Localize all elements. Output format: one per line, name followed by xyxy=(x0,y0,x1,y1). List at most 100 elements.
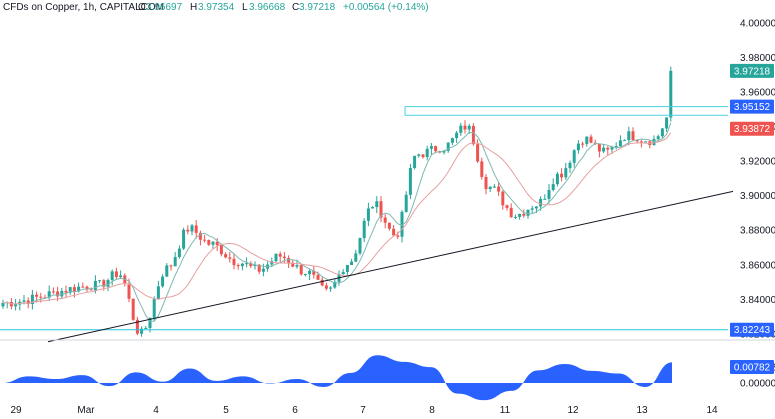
candle-body xyxy=(530,208,534,210)
candle-body xyxy=(190,225,194,232)
candle-body xyxy=(379,201,383,218)
ohlc-open-label: O xyxy=(138,2,146,13)
y-tick-label: 3.90000 xyxy=(740,191,775,202)
candle-body xyxy=(278,253,282,257)
x-tick-label: 6 xyxy=(292,405,298,416)
candle-body xyxy=(400,211,404,237)
candle-body xyxy=(614,146,618,148)
candle-body xyxy=(299,265,303,275)
candle-body xyxy=(245,263,249,265)
y-tick-label: 4.00000 xyxy=(740,18,775,29)
x-tick-label: 12 xyxy=(567,405,579,416)
candle-body xyxy=(114,271,118,278)
candle-body xyxy=(165,265,169,277)
candle-body xyxy=(350,261,354,266)
candle-body xyxy=(408,168,412,195)
y-tick-label: 3.96000 xyxy=(740,87,775,98)
candle-body xyxy=(539,198,543,207)
candle-body xyxy=(492,186,496,188)
y-tick-label: 3.84000 xyxy=(740,295,775,306)
x-tick-label: 4 xyxy=(153,405,159,416)
candle-body xyxy=(253,264,257,267)
candle-body xyxy=(198,232,202,240)
candle-body xyxy=(43,297,47,299)
candle-body xyxy=(656,136,660,140)
ohlc-open-value: 3.96697 xyxy=(146,2,183,13)
candle-body xyxy=(618,140,622,147)
candle-body xyxy=(249,263,253,267)
candle-body xyxy=(522,213,526,216)
candle-body xyxy=(316,274,320,280)
candle-body xyxy=(291,262,295,267)
candle-body xyxy=(68,287,72,293)
candle-body xyxy=(362,220,366,239)
candle-body xyxy=(211,241,215,245)
candle-body xyxy=(606,147,610,150)
candle-body xyxy=(627,131,631,141)
candle-body xyxy=(295,265,299,267)
candle-body xyxy=(119,275,123,278)
candle-body xyxy=(123,275,127,285)
candle-body xyxy=(644,141,648,143)
candle-body xyxy=(287,258,291,263)
candle-body xyxy=(64,290,68,293)
candle-body xyxy=(455,132,459,139)
candle-body xyxy=(484,176,488,190)
candle-body xyxy=(77,286,81,292)
candle-body xyxy=(51,291,55,293)
candle-body xyxy=(602,147,606,152)
candle-body xyxy=(513,216,517,218)
candle-body xyxy=(270,261,274,265)
candle-body xyxy=(450,138,454,143)
candle-body xyxy=(173,257,177,267)
candle-body xyxy=(459,125,463,133)
candle-body xyxy=(547,189,551,199)
candle-body xyxy=(526,209,530,216)
symbol-title: CFDs on Copper, 1h, CAPITALCOM xyxy=(3,2,164,13)
x-tick-label: Mar xyxy=(77,405,95,416)
candle-body xyxy=(509,207,513,218)
candle-body xyxy=(404,194,408,212)
candle-body xyxy=(572,150,576,163)
candle-body xyxy=(497,186,501,192)
candle-body xyxy=(467,125,471,130)
oscillator-value-badge-label: 0.00782 xyxy=(734,363,771,374)
candle-body xyxy=(358,238,362,254)
candle-body xyxy=(476,144,480,162)
candle-body xyxy=(14,304,18,307)
candle-body xyxy=(345,265,349,273)
current-price-badge-label: 3.97218 xyxy=(734,66,771,77)
candle-body xyxy=(463,125,467,130)
x-tick-label: 8 xyxy=(429,405,435,416)
candle-body xyxy=(555,173,559,185)
candle-body xyxy=(93,281,97,291)
candle-body xyxy=(102,280,106,287)
candle-body xyxy=(177,248,181,258)
candle-body xyxy=(442,150,446,153)
slow-ma-line xyxy=(2,132,672,305)
candle-body xyxy=(413,155,417,169)
ma-price-badge xyxy=(730,121,774,136)
x-tick-label: 14 xyxy=(706,405,718,416)
trend-line xyxy=(47,190,734,343)
candle-body xyxy=(635,140,639,142)
candle-body xyxy=(417,154,421,156)
candle-body xyxy=(308,270,312,275)
candle-body xyxy=(387,222,391,229)
candle-body xyxy=(631,131,635,141)
candle-body xyxy=(60,290,64,297)
candle-body xyxy=(131,298,135,320)
oscillator-value-badge xyxy=(730,360,774,374)
y-tick-label: 3.98000 xyxy=(740,53,775,64)
candle-body xyxy=(186,229,190,232)
candle-body xyxy=(501,191,505,206)
candle-body xyxy=(576,143,580,151)
candle-body xyxy=(203,239,207,241)
candle-body xyxy=(534,206,538,209)
candle-body xyxy=(39,296,43,298)
oscillator-area xyxy=(2,355,672,401)
candle-body xyxy=(312,270,316,275)
candle-body xyxy=(194,225,198,233)
